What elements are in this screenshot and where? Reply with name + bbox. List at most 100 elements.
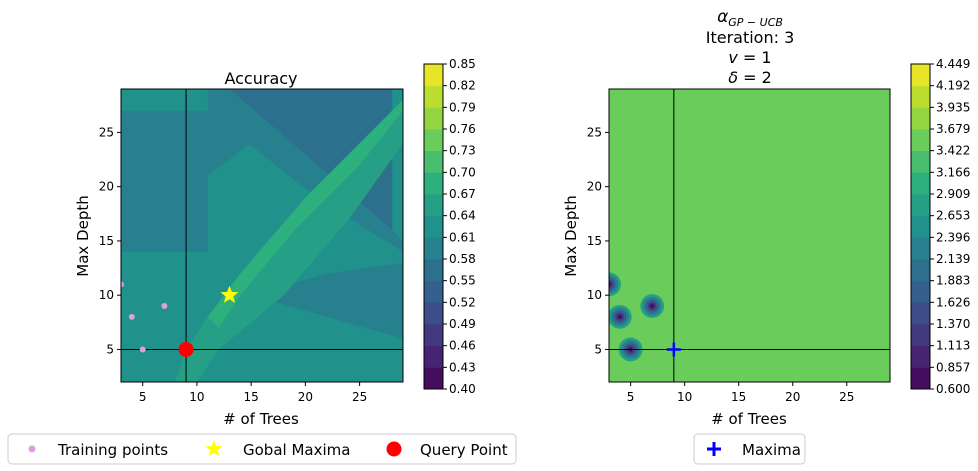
accuracy-xtick-label-3: 20 <box>298 390 313 404</box>
accuracy-contour-region-6 <box>207 99 403 328</box>
accuracy-query-point <box>178 341 194 357</box>
accuracy-colorbar-label-3: 0.49 <box>449 317 476 331</box>
acquisition-colorbar-segment-9 <box>911 172 930 195</box>
accuracy-colorbar-segment-2 <box>424 324 443 347</box>
acquisition-colorbar-segment-14 <box>911 64 930 87</box>
accuracy-plot-area <box>120 88 404 383</box>
accuracy-colorbar-label-6: 0.58 <box>449 252 476 266</box>
acquisition-colorbar-segment-1 <box>911 345 930 368</box>
legend-training-marker <box>28 445 36 453</box>
acquisition-colorbar-frame <box>910 63 931 390</box>
accuracy-colorbar-segment-4 <box>424 280 443 303</box>
accuracy-ytick-label-4: 25 <box>99 125 114 139</box>
acquisition-colorbar-segment-6 <box>911 237 930 260</box>
acquisition-axis-ticks: 5 10 15 20 25 5 10 15 20 25 <box>587 125 855 404</box>
acquisition-colorbar-label-0: 0.600 <box>936 382 970 396</box>
acquisition-colorbar-segment-3 <box>911 302 930 325</box>
accuracy-colorbar-label-9: 0.67 <box>449 187 476 201</box>
right-legend: Maxima <box>693 433 806 465</box>
acquisition-plot-frame <box>608 88 891 383</box>
accuracy-training-point-1 <box>128 313 135 320</box>
accuracy-colorbar-segment-0 <box>424 367 443 390</box>
accuracy-colorbar-segment-9 <box>424 172 443 195</box>
acquisition-dip-0-ring-4 <box>609 282 612 287</box>
acquisition-colorbar-segment-4 <box>911 280 930 303</box>
accuracy-xtick-label-0: 5 <box>139 390 147 404</box>
accuracy-xtick-label-4: 25 <box>352 390 367 404</box>
acquisition-plot-area <box>608 88 891 383</box>
acquisition-colorbar-label-15: 4.449 <box>936 57 970 71</box>
accuracy-training-point-3 <box>161 303 168 310</box>
accuracy-global-maxima-star <box>220 285 239 303</box>
legend-plus-label: Maxima <box>742 441 801 459</box>
accuracy-colorbar-segment-8 <box>424 194 443 217</box>
acquisition-x-axis-label: # of Trees <box>711 410 787 428</box>
acquisition-maxima-marker <box>666 342 681 357</box>
accuracy-colorbar-label-14: 0.82 <box>449 79 476 93</box>
acquisition-colorbar-label-7: 2.396 <box>936 230 970 244</box>
acquisition-ytick-label-3: 20 <box>587 180 602 194</box>
acquisition-xtick-label-1: 10 <box>677 390 692 404</box>
acquisition-colorbar-label-8: 2.653 <box>936 209 970 223</box>
acquisition-colorbar-label-4: 1.626 <box>936 295 970 309</box>
accuracy-colorbar-segment-6 <box>424 237 443 260</box>
acquisition-dip-0-ring-3 <box>609 280 614 289</box>
acquisition-colorbar-label-10: 3.166 <box>936 165 970 179</box>
legend-training-label: Training points <box>57 441 168 459</box>
accuracy-contour-region-4 <box>251 262 403 339</box>
accuracy-colorbar-segment-13 <box>424 85 443 108</box>
accuracy-y-axis-label: Max Depth <box>74 195 92 276</box>
acquisition-colorbar-label-12: 3.679 <box>936 122 970 136</box>
acquisition-xtick-label-4: 25 <box>839 390 854 404</box>
acquisition-dip-3-ring-4 <box>650 303 655 309</box>
acquisition-colorbar-segment-10 <box>911 150 930 173</box>
left-legend-box <box>7 433 517 465</box>
acquisition-colorbar-label-11: 3.422 <box>936 144 970 158</box>
acquisition-dip-1-ring-4 <box>617 314 622 319</box>
accuracy-title: Accuracy <box>224 69 297 88</box>
accuracy-colorbar-label-0: 0.40 <box>449 382 476 396</box>
acquisition-y-axis-label: Max Depth <box>562 195 580 276</box>
legend-maxima-label: Gobal Maxima <box>243 441 350 459</box>
acquisition-xtick-label-0: 5 <box>627 390 635 404</box>
accuracy-ytick-label-3: 20 <box>99 180 114 194</box>
legend-query-marker <box>386 441 402 457</box>
accuracy-colorbar-segment-5 <box>424 259 443 282</box>
accuracy-ytick-label-0: 5 <box>106 342 114 356</box>
legend-plus-marker <box>707 442 721 456</box>
acquisition-colorbar-segment-5 <box>911 259 930 282</box>
legend-maxima-star <box>205 440 223 457</box>
accuracy-xtick-label-1: 10 <box>189 390 204 404</box>
accuracy-colorbar-segment-10 <box>424 150 443 173</box>
acquisition-title-v: v = 1 <box>728 48 771 67</box>
acquisition-colorbar-label-13: 3.935 <box>936 100 970 114</box>
accuracy-xtick-label-2: 15 <box>244 390 259 404</box>
acquisition-colorbar-label-3: 1.370 <box>936 317 970 331</box>
acquisition-ytick-label-0: 5 <box>594 342 602 356</box>
acquisition-ytick-label-4: 25 <box>587 125 602 139</box>
acquisition-title-iteration: Iteration: 3 <box>706 28 795 47</box>
acquisition-panel: αGP − UCB Iteration: 3 v = 1 δ = 2 5 10 15… <box>562 7 970 428</box>
acquisition-xtick-label-3: 20 <box>785 390 800 404</box>
acquisition-colorbar-segment-0 <box>911 367 930 390</box>
accuracy-colorbar-label-1: 0.43 <box>449 360 476 374</box>
accuracy-colorbar-label-13: 0.79 <box>449 100 476 114</box>
acquisition-colorbar-segment-13 <box>911 85 930 108</box>
acquisition-colorbar-segment-2 <box>911 324 930 347</box>
accuracy-panel: Accuracy 5 10 15 20 25 5 10 15 20 25 # of Trees M… <box>74 57 476 428</box>
accuracy-colorbar-segment-14 <box>424 64 443 87</box>
acquisition-colorbar-label-6: 2.139 <box>936 252 970 266</box>
acquisition-colorbar-label-2: 1.113 <box>936 339 970 353</box>
acquisition-colorbar-label-9: 2.909 <box>936 187 970 201</box>
accuracy-ytick-label-1: 10 <box>99 288 114 302</box>
accuracy-colorbar-label-12: 0.76 <box>449 122 476 136</box>
acquisition-ytick-label-1: 10 <box>587 288 602 302</box>
accuracy-colorbar-label-4: 0.52 <box>449 295 476 309</box>
acquisition-colorbar-segment-12 <box>911 107 930 130</box>
acquisition-colorbar-label-1: 0.857 <box>936 360 970 374</box>
left-legend: Training points Gobal Maxima Query Point <box>7 433 517 465</box>
acquisition-colorbar-segment-11 <box>911 129 930 152</box>
accuracy-colorbar-label-7: 0.61 <box>449 230 476 244</box>
accuracy-plot-frame <box>120 88 404 383</box>
